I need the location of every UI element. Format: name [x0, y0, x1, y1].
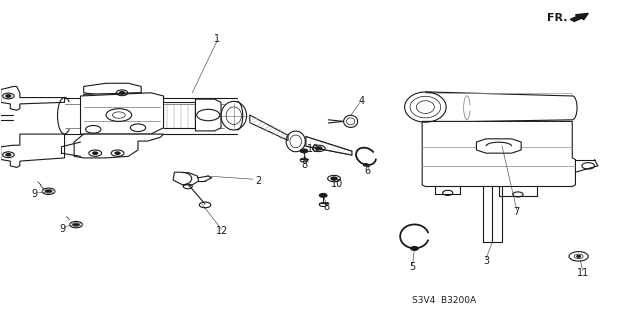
Text: FR.: FR.	[547, 13, 567, 23]
Circle shape	[120, 92, 125, 94]
Text: 6: 6	[365, 166, 371, 176]
Circle shape	[331, 177, 337, 180]
Polygon shape	[81, 93, 164, 134]
Polygon shape	[84, 93, 141, 102]
Text: 11: 11	[577, 268, 589, 278]
Text: 10: 10	[307, 144, 319, 154]
Text: 2: 2	[255, 176, 261, 186]
Circle shape	[577, 256, 580, 257]
Polygon shape	[422, 122, 575, 187]
Polygon shape	[74, 134, 164, 158]
Circle shape	[6, 95, 11, 97]
Polygon shape	[1, 86, 65, 110]
Circle shape	[115, 152, 120, 154]
Circle shape	[411, 247, 419, 250]
Text: 4: 4	[358, 96, 365, 106]
Text: 8: 8	[323, 202, 330, 212]
Text: 7: 7	[513, 207, 520, 217]
Text: 3: 3	[483, 256, 489, 265]
Text: 12: 12	[216, 226, 228, 236]
Polygon shape	[1, 134, 65, 167]
Circle shape	[45, 190, 52, 193]
Text: 9: 9	[31, 189, 38, 199]
FancyArrow shape	[570, 13, 588, 21]
Text: 5: 5	[409, 262, 415, 271]
Polygon shape	[195, 99, 221, 131]
Polygon shape	[84, 83, 141, 94]
Circle shape	[6, 153, 11, 156]
Circle shape	[93, 152, 98, 154]
Text: S3V4  B3200A: S3V4 B3200A	[412, 296, 477, 305]
Circle shape	[300, 149, 308, 153]
Polygon shape	[250, 115, 288, 140]
Circle shape	[73, 223, 79, 226]
Text: 1: 1	[214, 34, 220, 44]
Polygon shape	[173, 172, 198, 185]
Text: 8: 8	[301, 160, 308, 170]
Polygon shape	[476, 139, 521, 153]
Circle shape	[316, 147, 322, 150]
Text: 10: 10	[331, 179, 344, 189]
Polygon shape	[306, 137, 352, 155]
Text: 9: 9	[60, 224, 66, 234]
Circle shape	[319, 194, 327, 197]
Circle shape	[364, 164, 369, 166]
